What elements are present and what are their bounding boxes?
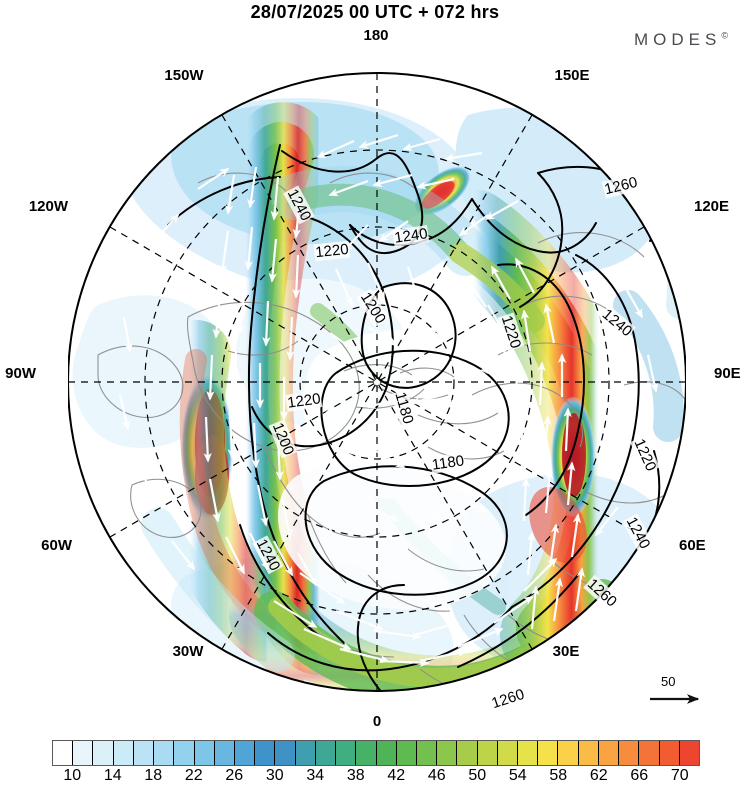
longitude-label-150w: 150W — [164, 67, 204, 84]
colorbar-cell — [416, 741, 438, 765]
wind-scale-label: 50 — [661, 674, 676, 689]
colorbar: 10 14 18 22 26 30 34 38 42 46 50 54 58 62 66 70 — [52, 740, 700, 789]
colorbar-tick: 62 — [589, 767, 608, 784]
colorbar-cell — [477, 741, 498, 765]
colorbar-cell — [154, 741, 175, 765]
longitude-label-30w: 30W — [172, 643, 204, 660]
colorbar-tick: 46 — [427, 767, 446, 784]
colorbar-tick: 54 — [508, 767, 527, 784]
copyright-icon: © — [721, 30, 728, 41]
colorbar-cell — [558, 741, 579, 765]
colorbar-cell — [518, 741, 539, 765]
colorbar-cell — [437, 741, 458, 765]
colorbar-cell — [679, 741, 699, 765]
longitude-label-120e: 120E — [694, 198, 730, 215]
longitude-label-90w: 90W — [5, 365, 36, 382]
colorbar-tick: 34 — [306, 767, 325, 784]
colorbar-cell — [396, 741, 417, 765]
colorbar-cell — [194, 741, 215, 765]
colorbar-cell — [619, 741, 640, 765]
colorbar-cell — [497, 741, 519, 765]
longitude-label-60e: 60E — [679, 537, 706, 554]
longitude-label-30e: 30E — [552, 643, 580, 660]
page-title: 28/07/2025 00 UTC + 072 hrs — [250, 2, 500, 22]
colorbar-tick-labels: 10 14 18 22 26 30 34 38 42 46 50 54 58 62 66 70 — [52, 767, 700, 789]
wind-arrows — [118, 133, 659, 691]
colorbar-tick: 30 — [265, 767, 284, 784]
colorbar-cell — [255, 741, 276, 765]
longitude-label-180: 180 — [363, 27, 389, 44]
map-disc — [68, 73, 686, 691]
colorbar-tick: 70 — [670, 767, 689, 784]
longitude-label-0: 0 — [372, 713, 382, 730]
colorbar-cell — [113, 741, 134, 765]
colorbar-cell — [538, 741, 559, 765]
colorbar-cell — [598, 741, 620, 765]
colorbar-cell — [315, 741, 337, 765]
colorbar-tick: 66 — [630, 767, 649, 784]
colorbar-tick: 42 — [387, 767, 406, 784]
globe-outline — [68, 72, 686, 692]
colorbar-cell — [53, 741, 74, 765]
colorbar-tick: 14 — [103, 767, 122, 784]
colorbar-cell — [376, 741, 397, 765]
colorbar-cell — [578, 741, 599, 765]
latitude-circles — [144, 149, 610, 615]
wind-scale: 50 — [648, 674, 728, 712]
colorbar-swatches — [52, 740, 700, 766]
colorbar-cell — [659, 741, 680, 765]
colorbar-cell — [93, 741, 114, 765]
colorbar-cell — [214, 741, 235, 765]
logo-text: MODES — [634, 30, 722, 49]
colorbar-tick: 22 — [184, 767, 203, 784]
longitude-label-150e: 150E — [554, 67, 590, 84]
colorbar-cell — [639, 741, 660, 765]
polar-map — [68, 55, 686, 710]
jet-left — [154, 102, 368, 675]
colorbar-cell — [275, 741, 296, 765]
colorbar-cell — [457, 741, 478, 765]
colorbar-cell — [133, 741, 155, 765]
colorbar-cell — [234, 741, 256, 765]
colorbar-cell — [295, 741, 316, 765]
colorbar-cell — [336, 741, 357, 765]
colorbar-tick: 10 — [63, 767, 82, 784]
longitude-label-120w: 120W — [28, 198, 68, 215]
colorbar-tick: 26 — [225, 767, 244, 784]
wind-scale-arrow-icon — [650, 694, 700, 704]
colorbar-cell — [174, 741, 195, 765]
colorbar-cell — [73, 741, 94, 765]
colorbar-tick: 18 — [144, 767, 163, 784]
modes-logo: MODES© — [634, 30, 728, 50]
longitude-label-90e: 90E — [714, 365, 741, 382]
colorbar-cell — [356, 741, 377, 765]
longitude-label-60w: 60W — [41, 537, 72, 554]
colorbar-tick: 38 — [346, 767, 365, 784]
colorbar-tick: 50 — [468, 767, 487, 784]
colorbar-tick: 58 — [549, 767, 568, 784]
